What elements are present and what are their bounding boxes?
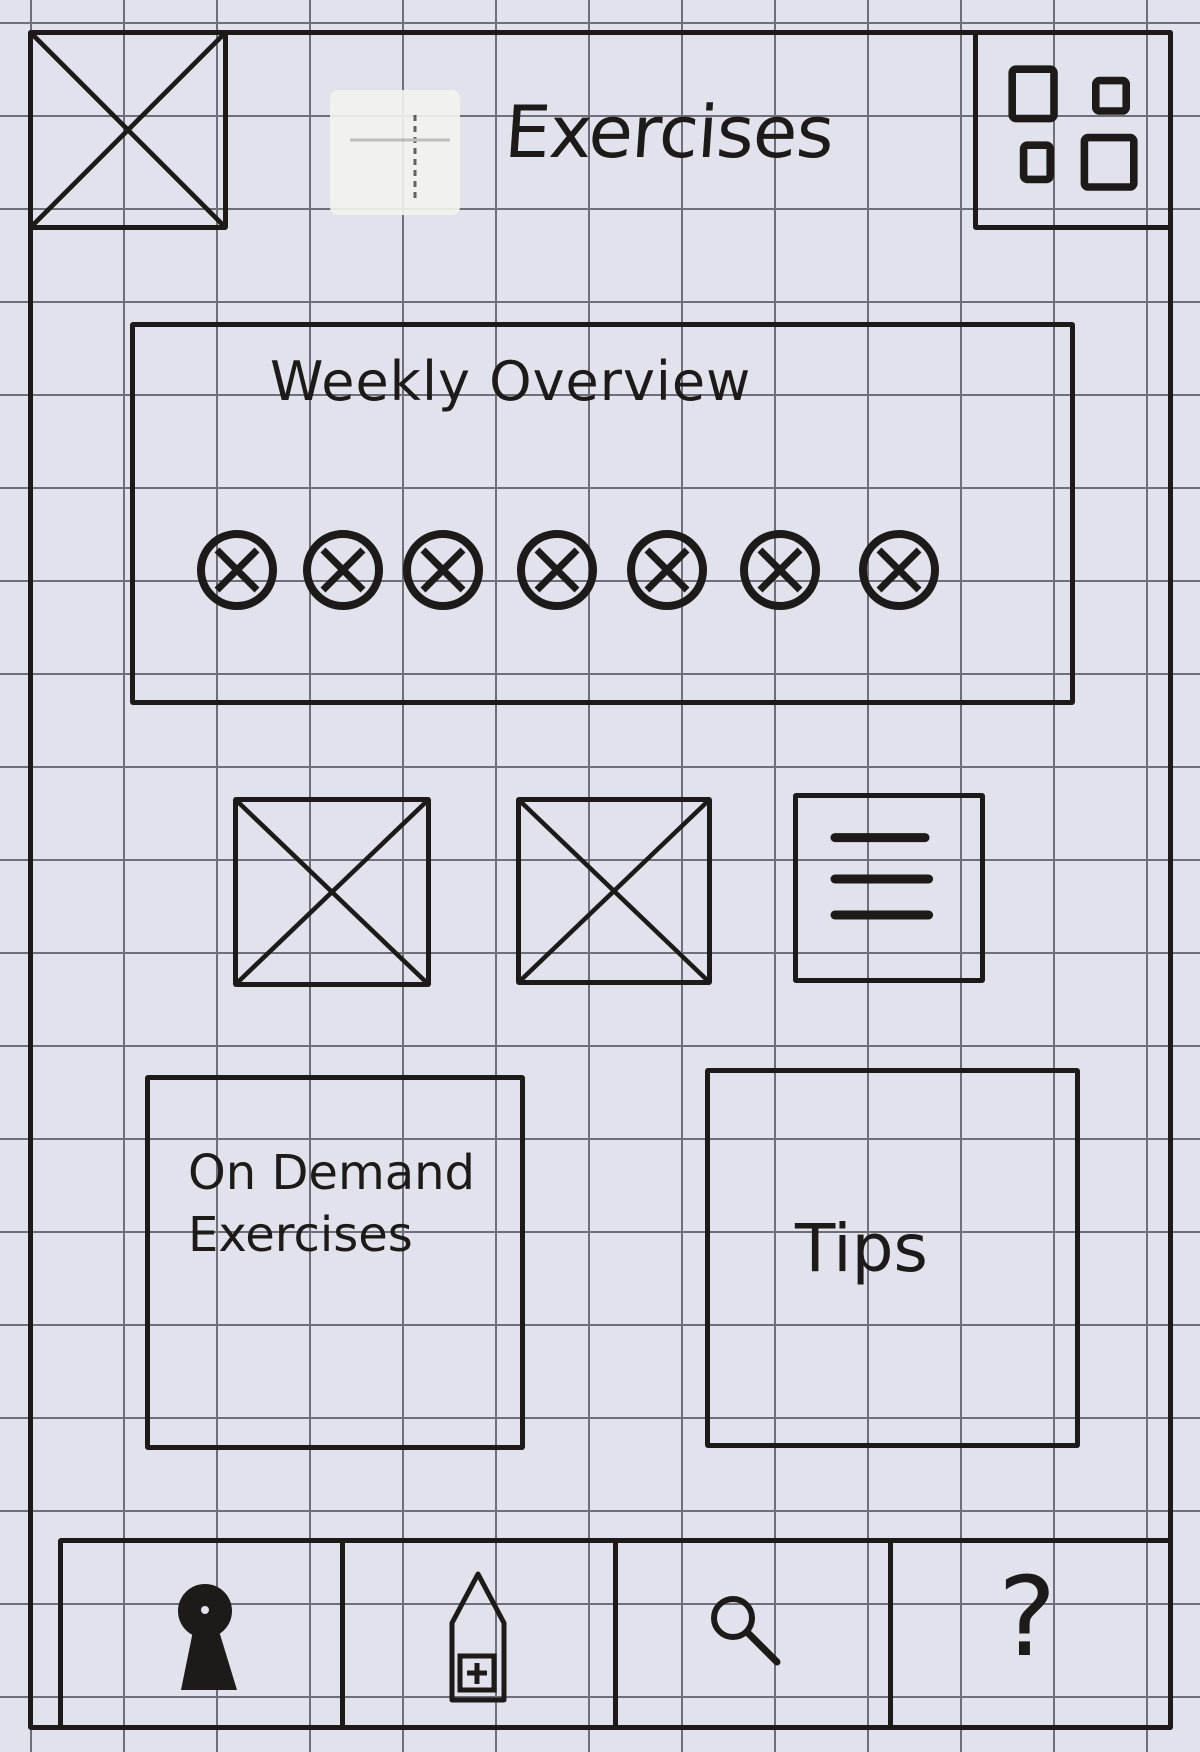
apps-grid-icon: [1008, 65, 1138, 191]
exercise-thumbnail-1[interactable]: [233, 797, 431, 987]
nav-tab-search[interactable]: [618, 1540, 893, 1728]
exercise-thumbnail-2[interactable]: [516, 797, 712, 985]
on-demand-line2: Exercises: [188, 1207, 413, 1264]
day-circle-icon[interactable]: [859, 530, 939, 610]
nav-tab-home[interactable]: [345, 1540, 618, 1728]
weekly-day-indicators: [195, 525, 955, 615]
day-circle-icon[interactable]: [197, 530, 277, 610]
nav-tab-help[interactable]: ?: [893, 1540, 1173, 1728]
day-circle-icon[interactable]: [303, 530, 383, 610]
correction-mark: [330, 90, 460, 215]
house-plus-icon: [449, 1571, 507, 1703]
header-image-placeholder: [28, 30, 228, 230]
help-icon: ?: [998, 1553, 1057, 1681]
tips-label: Tips: [795, 1210, 928, 1287]
keyhole-icon: [178, 1584, 237, 1690]
day-circle-icon[interactable]: [403, 530, 483, 610]
day-circle-icon[interactable]: [740, 530, 820, 610]
apps-menu-button[interactable]: [973, 30, 1173, 230]
day-circle-icon[interactable]: [517, 530, 597, 610]
page-title: Exercises: [502, 90, 837, 174]
nav-tab-profile[interactable]: [58, 1540, 345, 1728]
weekly-overview-card[interactable]: [130, 322, 1075, 705]
weekly-overview-title: Weekly Overview: [270, 350, 752, 413]
day-circle-icon[interactable]: [627, 530, 707, 610]
on-demand-exercises-label: On Demand Exercises: [188, 1142, 475, 1267]
search-icon: [711, 1596, 781, 1666]
on-demand-line1: On Demand: [188, 1145, 476, 1201]
on-demand-exercises-card[interactable]: [145, 1075, 525, 1450]
tips-card[interactable]: [705, 1068, 1080, 1448]
text-list-thumbnail[interactable]: [793, 793, 985, 983]
lines-icon: [830, 833, 934, 920]
